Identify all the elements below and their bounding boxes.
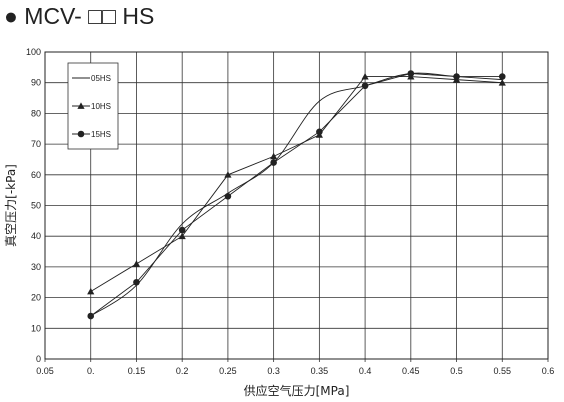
- data-point-10HS: [224, 171, 232, 178]
- axis-ticks: 0 10 20 30 40 50 60 70 80 90 100 0.05 0. 0.15 0.2 0.25 0…: [26, 47, 554, 376]
- x-tick-label: 0.5: [450, 366, 463, 376]
- legend: 05HS 10HS 15HS: [67, 62, 119, 150]
- x-tick-label: 0.2: [176, 366, 189, 376]
- y-tick-label: 20: [31, 293, 41, 303]
- x-axis-label: 供应空气压力[MPa]: [244, 383, 350, 398]
- series-line-15HS: [90, 73, 503, 317]
- x-tick-label: 0.25: [219, 366, 237, 376]
- plot-frame: [44, 51, 549, 360]
- legend-entry-10HS: 10HS: [72, 102, 111, 111]
- data-point-15HS: [316, 128, 323, 136]
- data-point-15HS: [270, 159, 277, 166]
- y-tick-label: 60: [31, 170, 41, 180]
- x-tick-label: 0.05: [36, 366, 54, 376]
- series-15HS: [87, 70, 506, 320]
- legend-marker: [77, 130, 85, 138]
- data-point-15HS: [407, 70, 415, 77]
- data-point-15HS: [178, 226, 186, 234]
- data-point-10HS: [270, 152, 278, 160]
- chart-title: ● MCV- □□ HS: [4, 3, 155, 29]
- series-group: [87, 70, 506, 320]
- series-line-05HS: [90, 72, 503, 317]
- data-point-15HS: [498, 73, 506, 80]
- legend-label: 15HS: [91, 130, 111, 139]
- y-tick-label: 50: [31, 201, 41, 211]
- data-point-10HS: [498, 79, 506, 86]
- x-tick-label: 0.4: [359, 366, 372, 376]
- legend-label: 10HS: [91, 102, 111, 111]
- y-tick-label: 80: [31, 108, 41, 118]
- x-tick-label: 0.15: [128, 366, 146, 376]
- data-point-15HS: [224, 192, 232, 200]
- legend-label: 05HS: [91, 74, 111, 83]
- x-tick-label: 0.55: [494, 366, 512, 376]
- x-tick-label: 0.: [87, 366, 95, 376]
- legend-marker: [77, 102, 85, 109]
- legend-entry-15HS: 15HS: [72, 130, 111, 139]
- data-point-10HS: [361, 72, 369, 80]
- data-point-15HS: [453, 73, 460, 80]
- data-point-15HS: [87, 312, 95, 320]
- y-tick-label: 100: [26, 47, 41, 57]
- x-tick-label: 0.45: [402, 366, 420, 376]
- x-tick-label: 0.3: [267, 366, 280, 376]
- data-point-10HS: [132, 260, 141, 267]
- y-tick-label: 10: [31, 323, 41, 333]
- y-axis-label: 真空压力[-kPa]: [4, 164, 18, 247]
- legend-entry-05HS: 05HS: [72, 74, 111, 83]
- series-10HS: [87, 72, 506, 295]
- data-point-10HS: [178, 232, 186, 240]
- y-tick-label: 90: [31, 78, 41, 88]
- series-line-10HS: [90, 76, 503, 292]
- x-tick-label: 0.6: [542, 366, 555, 376]
- x-tick-label: 0.35: [311, 366, 329, 376]
- y-tick-label: 0: [36, 354, 41, 364]
- grid-lines: [45, 52, 548, 359]
- y-tick-label: 70: [31, 139, 41, 149]
- data-point-15HS: [361, 82, 369, 90]
- series-05HS: [90, 72, 503, 317]
- data-point-10HS: [87, 287, 95, 295]
- data-point-15HS: [133, 278, 140, 286]
- y-tick-label: 30: [31, 262, 41, 272]
- y-tick-label: 40: [31, 231, 41, 241]
